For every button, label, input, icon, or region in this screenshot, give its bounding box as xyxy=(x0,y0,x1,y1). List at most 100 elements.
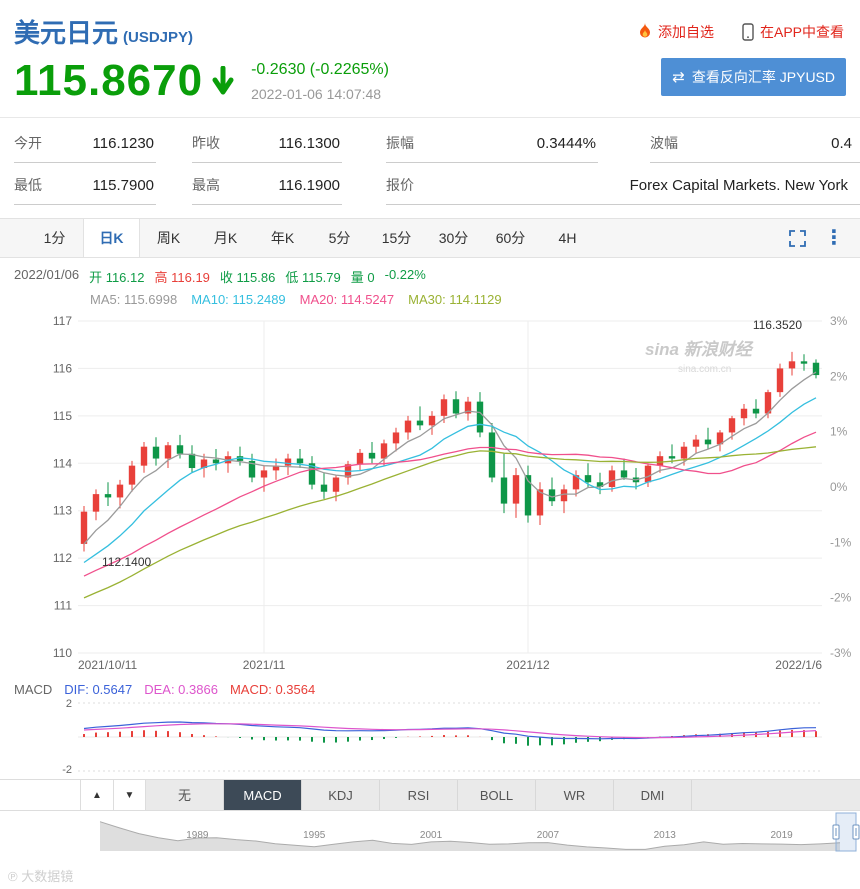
period-tab-5分[interactable]: 5分 xyxy=(328,230,351,247)
more-options-icon[interactable]: ⋮ xyxy=(824,227,844,250)
svg-text:117: 117 xyxy=(53,314,72,328)
view-in-app-label: 在APP中查看 xyxy=(759,23,844,40)
period-tab-60分[interactable]: 60分 xyxy=(495,230,526,247)
ohlc-segment: 低 115.79 xyxy=(285,270,341,286)
ma-segment: MA20: 114.5247 xyxy=(299,292,395,308)
ohlc-segment: 高 116.19 xyxy=(154,270,210,286)
indicator-tabs: 无 MACD KDJ RSI BOLL WR DMI xyxy=(146,780,692,811)
indicator-tab-KDJ[interactable]: KDJ xyxy=(302,780,380,811)
stats-row: 最低 115.7900 最高 116.1900 报价 Forex Capital Mark… xyxy=(14,163,860,206)
svg-text:3%: 3% xyxy=(830,314,848,328)
macd-chart[interactable]: 2 -2 xyxy=(0,697,860,777)
svg-text:1%: 1% xyxy=(830,425,848,439)
reverse-rate-label: 查看反向汇率 JPYUSD xyxy=(691,69,835,85)
view-in-app-link[interactable]: 在APP中查看 xyxy=(742,22,844,42)
period-tab-15分[interactable]: 15分 xyxy=(381,230,412,247)
stats-table: 今开 116.1230 昨收 116.1300 振幅 0.3444% 波幅 0.4 最低 115.… xyxy=(0,118,860,206)
svg-text:2019: 2019 xyxy=(770,830,793,841)
navigator-left-handle[interactable] xyxy=(832,824,840,840)
indicator-tab-BOLL[interactable]: BOLL xyxy=(458,780,536,811)
period-tab-日K[interactable]: 日K xyxy=(83,219,140,258)
indicator-bar-spacer xyxy=(0,780,80,811)
candlestick-chart[interactable]: 110 111 112 113 114 115 116 117 3% 2% 1% 0% -1% -2% -3… xyxy=(0,309,860,681)
indicator-tab-MACD[interactable]: MACD xyxy=(224,780,302,811)
macd-segment: DEA: 0.3866 xyxy=(144,681,218,697)
phone-icon xyxy=(742,22,754,41)
stat-label: 最高 xyxy=(192,177,220,194)
sina-watermark: sina 新浪财经 sina.com.cn xyxy=(645,340,754,375)
ohlc-info-line: 2022/01/06 开 116.12 高 116.19 收 115.86 低 115.… xyxy=(0,258,860,286)
bottom-watermark: ℗ 大数据镜 xyxy=(8,869,74,884)
period-tab-月K[interactable]: 月K xyxy=(213,230,238,247)
indicator-tab-DMI[interactable]: DMI xyxy=(614,780,692,811)
stat-cell-最高: 最高 116.1900 xyxy=(192,163,342,206)
ma-segment: MA10: 115.2489 xyxy=(191,292,286,308)
stat-label: 振幅 xyxy=(386,135,414,152)
price-change: -0.2630 (-0.2265%) xyxy=(251,61,389,78)
period-tab-bar: 1分 日K 周K 月K 年K 5分 15分 30分 60分 4H ⋮ xyxy=(0,218,860,259)
svg-text:-1%: -1% xyxy=(830,536,852,550)
chart-area: 2022/01/06 开 116.12 高 116.19 收 115.86 低 115.… xyxy=(0,258,860,884)
svg-text:1989: 1989 xyxy=(186,830,209,841)
stat-label: 最低 xyxy=(14,177,42,194)
stat-cell-振幅: 振幅 0.3444% xyxy=(386,121,598,164)
navigator-year-labels: 1989 1995 2001 2007 2013 2019 xyxy=(186,830,793,841)
fullscreen-icon[interactable] xyxy=(789,229,806,247)
stat-cell-波幅: 波幅 0.4 xyxy=(650,121,860,164)
divider xyxy=(0,117,860,119)
period-tab-30分[interactable]: 30分 xyxy=(438,230,469,247)
navigator-line xyxy=(99,821,841,851)
period-tab-年K[interactable]: 年K xyxy=(270,230,295,247)
page-title: 美元日元 xyxy=(14,18,119,48)
indicator-down-button[interactable]: ▼ xyxy=(113,780,146,811)
down-arrow-icon xyxy=(212,66,234,95)
indicator-tab-无[interactable]: 无 xyxy=(146,780,224,811)
stat-value: 0.4 xyxy=(831,135,852,153)
period-tab-1分[interactable]: 1分 xyxy=(43,230,66,247)
ma-lines xyxy=(83,371,817,599)
svg-text:0%: 0% xyxy=(830,480,848,494)
indicator-up-button[interactable]: ▲ xyxy=(80,780,113,811)
ma10-line xyxy=(83,397,817,564)
reverse-rate-button[interactable]: ⇄ 查看反向汇率 JPYUSD xyxy=(661,58,846,96)
indicator-bar-filler xyxy=(692,780,860,811)
svg-text:113: 113 xyxy=(53,504,72,518)
ohlc-segment: -0.22% xyxy=(384,267,426,283)
current-price: 115.8670 xyxy=(14,56,204,105)
macd-segment: DIF: 0.5647 xyxy=(64,681,133,697)
svg-text:116.3520: 116.3520 xyxy=(753,318,802,332)
svg-text:-2: -2 xyxy=(62,764,72,776)
svg-text:2021/10/11: 2021/10/11 xyxy=(78,658,137,672)
stat-label: 报价 xyxy=(386,177,414,194)
period-tab-周K[interactable]: 周K xyxy=(156,230,181,247)
macd-segment: MACD: 0.3564 xyxy=(229,681,316,697)
svg-text:2007: 2007 xyxy=(537,830,560,841)
swap-icon: ⇄ xyxy=(672,68,685,86)
add-watchlist-link[interactable]: 添加自选 xyxy=(638,22,714,42)
svg-text:2013: 2013 xyxy=(654,830,677,841)
indicator-tab-WR[interactable]: WR xyxy=(536,780,614,811)
svg-text:112.1400: 112.1400 xyxy=(102,555,151,569)
indicator-tab-RSI[interactable]: RSI xyxy=(380,780,458,811)
navigator-right-handle[interactable] xyxy=(852,824,860,840)
timeline-navigator[interactable]: 1989 1995 2001 2007 2013 2019 xyxy=(0,811,860,855)
top-actions: 添加自选 在APP中查看 xyxy=(638,22,844,42)
svg-text:115: 115 xyxy=(53,409,72,423)
svg-text:1995: 1995 xyxy=(303,830,326,841)
stat-value: 116.1900 xyxy=(278,177,340,195)
price-annotations: 116.3520 112.1400 xyxy=(102,318,802,569)
svg-text:2021/11: 2021/11 xyxy=(243,658,286,672)
flame-icon xyxy=(639,23,650,38)
quote-section: 115.8670 -0.2630 (-0.2265%) 2022-01-06 1… xyxy=(0,50,860,104)
ma-segment: MA5: 115.6998 xyxy=(90,292,178,308)
indicator-bar: ▲ ▼ 无 MACD KDJ RSI BOLL WR DMI xyxy=(0,779,860,812)
svg-text:2: 2 xyxy=(66,698,72,710)
period-tab-4H[interactable]: 4H xyxy=(558,230,577,247)
svg-text:111: 111 xyxy=(54,599,73,613)
stat-value: 116.1300 xyxy=(278,135,340,153)
macd-histogram xyxy=(83,730,817,746)
ma-segment: MA30: 114.1129 xyxy=(408,292,502,308)
macd-segment: MACD xyxy=(14,681,53,697)
stat-label: 今开 xyxy=(14,135,42,152)
